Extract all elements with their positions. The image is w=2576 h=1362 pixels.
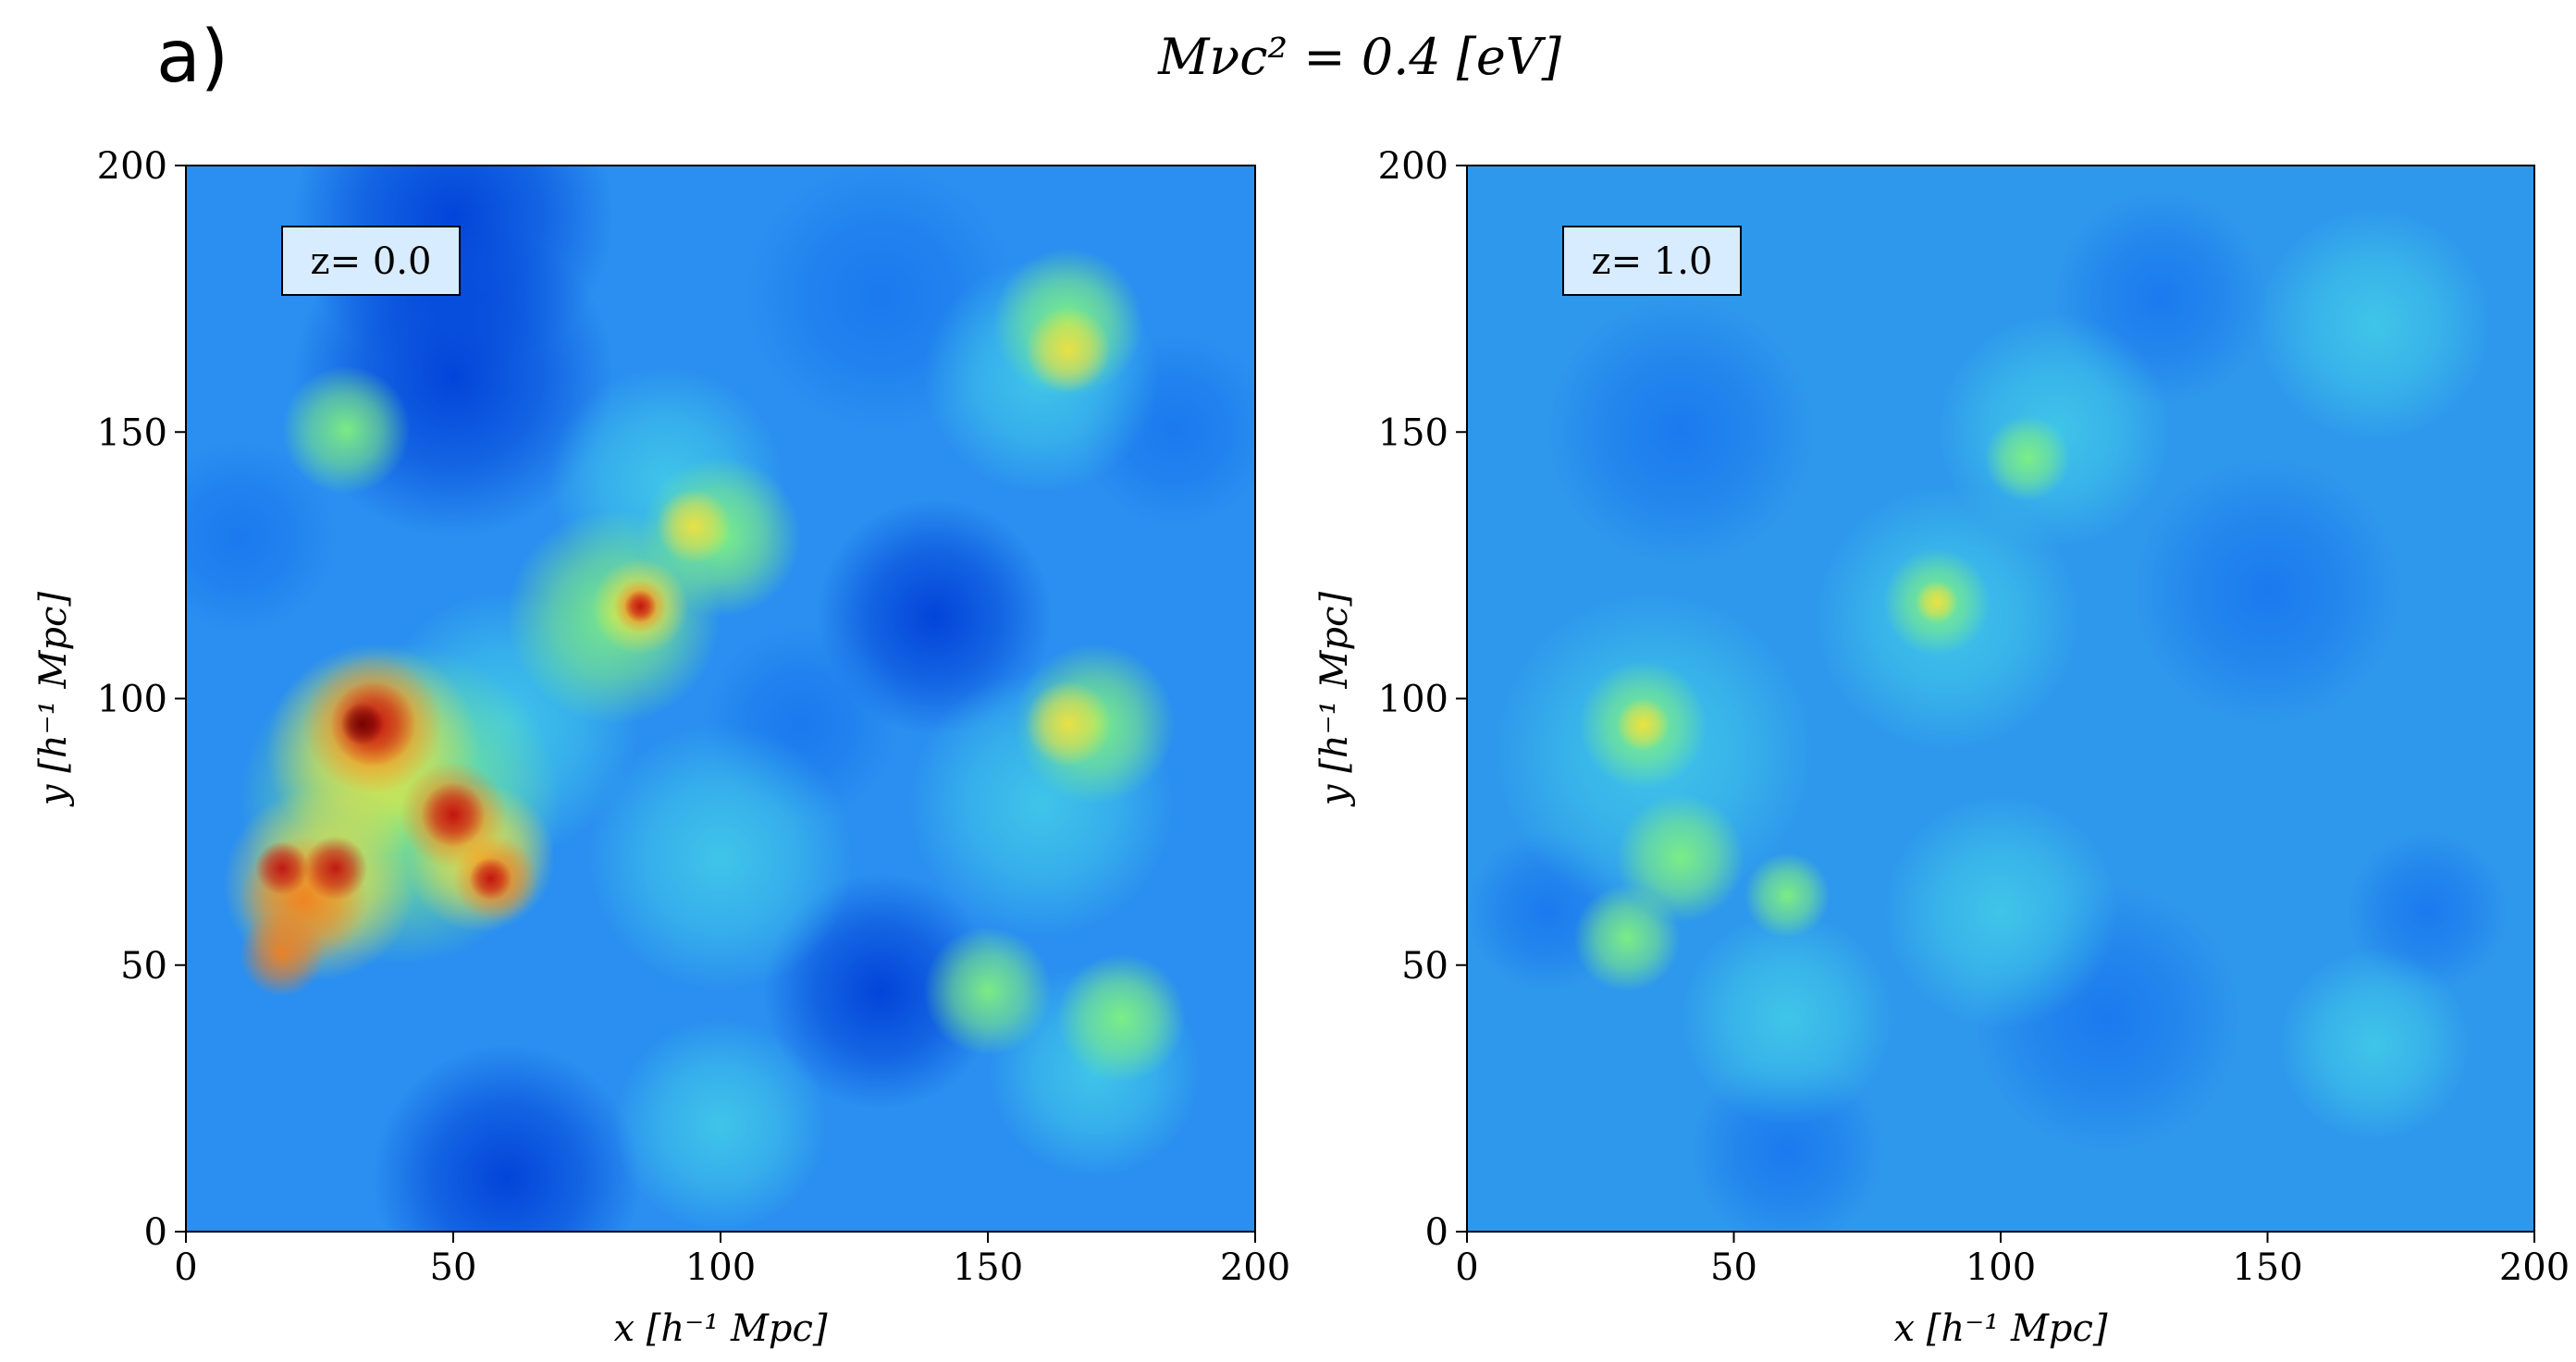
density-blob xyxy=(2134,458,2401,725)
figure-title: Mνc² = 0.4 [eV] xyxy=(1157,28,1562,86)
x-tick-label: 200 xyxy=(2499,1246,2570,1289)
density-blob xyxy=(239,911,326,997)
density-blob xyxy=(1547,298,1815,565)
density-blob xyxy=(282,365,411,495)
x-axis-label: x [h⁻¹ Mpc] xyxy=(1893,1307,2107,1350)
x-tick-label: 150 xyxy=(2232,1246,2302,1289)
density-blob xyxy=(421,782,486,847)
x-tick-label: 100 xyxy=(1966,1246,2036,1289)
density-blob xyxy=(303,836,368,901)
density-blob xyxy=(623,590,657,623)
density-blob xyxy=(373,1044,641,1232)
density-blob xyxy=(656,488,732,564)
x-tick-label: 50 xyxy=(1710,1246,1757,1289)
density-blob xyxy=(469,857,512,901)
panel-label: a) xyxy=(156,16,228,99)
x-tick-label: 200 xyxy=(1220,1246,1290,1289)
x-tick-label: 100 xyxy=(685,1246,756,1289)
y-axis-label: y [h⁻¹ Mpc] xyxy=(32,592,75,808)
density-blob xyxy=(1680,911,1894,1125)
annotation: z= 1.0 xyxy=(1592,240,1713,283)
density-blob xyxy=(1057,953,1186,1083)
x-tick-label: 150 xyxy=(953,1246,1023,1289)
density-blob xyxy=(1573,884,1681,992)
density-image xyxy=(1467,166,2534,1232)
y-tick-label: 200 xyxy=(97,145,167,188)
x-tick-label: 50 xyxy=(430,1246,477,1289)
density-blob xyxy=(186,440,336,633)
y-tick-label: 50 xyxy=(1401,945,1448,988)
density-blob xyxy=(1744,853,1830,939)
density-blob xyxy=(923,926,1053,1056)
density-blob xyxy=(1025,681,1111,767)
annotation-box xyxy=(1562,226,1742,296)
y-tick-label: 0 xyxy=(1425,1211,1448,1254)
y-tick-label: 100 xyxy=(1378,679,1448,721)
density-blob xyxy=(1025,307,1111,393)
density-image xyxy=(186,166,1255,1232)
density-blob xyxy=(340,702,384,746)
y-tick-label: 50 xyxy=(120,945,167,988)
annotation: z= 0.0 xyxy=(311,240,432,283)
density-blob xyxy=(586,723,855,991)
density-blob xyxy=(1616,698,1670,752)
density-blob xyxy=(1883,793,2118,1029)
x-tick-label: 0 xyxy=(1455,1246,1478,1289)
y-tick-label: 0 xyxy=(144,1211,167,1254)
annotation-box xyxy=(281,226,461,296)
density-blob xyxy=(1915,581,1958,624)
x-tick-label: 0 xyxy=(174,1246,197,1289)
density-blob xyxy=(613,1017,828,1232)
density-blob xyxy=(2256,207,2492,443)
density-blob xyxy=(255,841,309,895)
y-axis-label: y [h⁻¹ Mpc] xyxy=(1313,592,1356,808)
y-tick-label: 150 xyxy=(1378,411,1448,454)
y-tick-label: 150 xyxy=(97,411,167,454)
y-tick-label: 100 xyxy=(97,679,167,721)
y-tick-label: 200 xyxy=(1378,145,1448,188)
x-axis-label: x [h⁻¹ Mpc] xyxy=(613,1307,827,1350)
density-blob xyxy=(2278,949,2471,1141)
density-blob xyxy=(1984,415,2071,501)
